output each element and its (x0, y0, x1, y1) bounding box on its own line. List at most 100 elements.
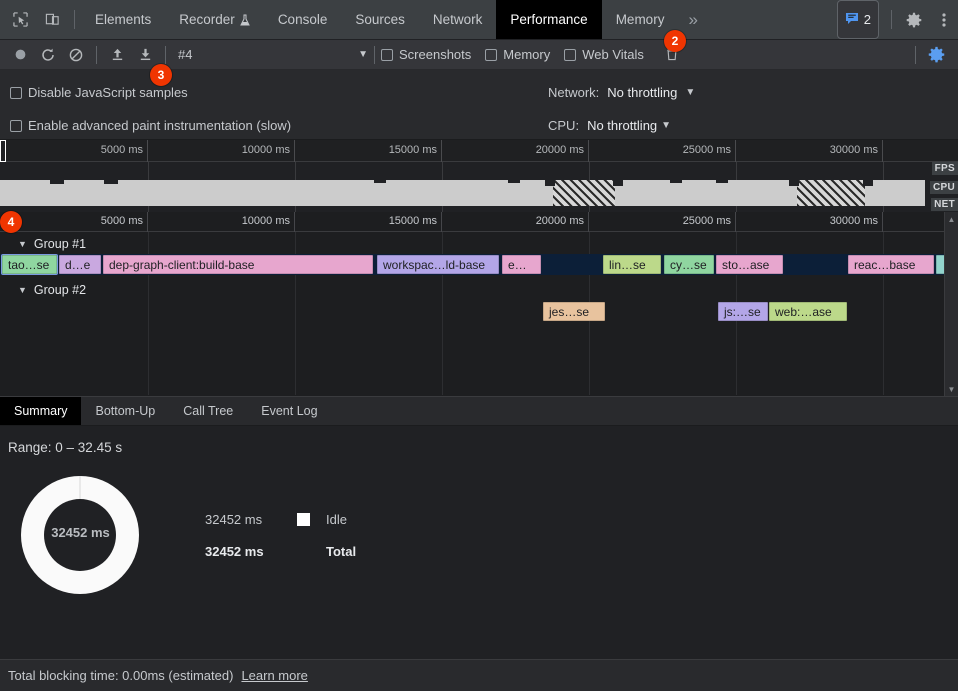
disable-js-samples-checkbox[interactable]: Disable JavaScript samples (10, 85, 188, 100)
tab-recorder-label: Recorder (179, 12, 235, 27)
tab-bottom-up[interactable]: Bottom-Up (95, 404, 156, 418)
tab-recorder[interactable]: Recorder (165, 0, 264, 39)
devtools-tabbar: Elements Recorder Console Sources Networ… (0, 0, 958, 40)
overview-tracks[interactable]: FPS CPU NET (0, 162, 958, 212)
legend-row-idle: 32452 ms Idle (205, 503, 356, 535)
donut-center-label: 32452 ms (51, 525, 110, 540)
tab-network[interactable]: Network (432, 12, 483, 27)
cpu-throttling-select[interactable]: No throttling ▼ (587, 118, 671, 133)
chevron-down-icon: ▼ (685, 87, 696, 98)
issues-message-icon (845, 12, 859, 28)
memory-checkbox[interactable]: Memory (485, 47, 550, 62)
flame-chart-canvas[interactable]: ▼ Group #1 tao…se d…e dep-graph-client:b… (0, 232, 958, 395)
flame-event[interactable]: cy…se (664, 255, 714, 274)
overview-window-left-handle[interactable] (0, 140, 6, 162)
learn-more-link[interactable]: Learn more (241, 668, 308, 683)
flame-event[interactable]: sto…ase (716, 255, 783, 274)
tab-event-log[interactable]: Event Log (261, 404, 318, 418)
legend-name: Idle (326, 511, 347, 527)
overview-tick: 30000 ms (736, 140, 883, 162)
toolbar-divider-1 (96, 45, 97, 64)
legend-name: Total (326, 543, 357, 559)
flame-group-label: Group #2 (33, 283, 87, 297)
load-profile-button[interactable] (103, 41, 131, 69)
advanced-paint-box[interactable] (10, 119, 22, 132)
disable-js-samples-label: Disable JavaScript samples (28, 85, 188, 100)
flame-event[interactable]: e… (502, 255, 541, 274)
reload-and-record-button[interactable] (34, 41, 62, 69)
issues-count: 2 (863, 12, 871, 27)
range-label: Range: 0 – 32.45 s (8, 440, 123, 455)
flame-event[interactable]: workspac…ld-base (377, 255, 499, 274)
save-profile-button[interactable] (131, 41, 159, 69)
advanced-paint-label: Enable advanced paint instrumentation (s… (28, 118, 292, 133)
flame-group-label: Group #1 (33, 237, 87, 251)
advanced-paint-cell: Enable advanced paint instrumentation (s… (0, 118, 548, 133)
flame-event[interactable]: reac…base (848, 255, 934, 274)
screenshots-checkbox[interactable]: Screenshots (381, 47, 471, 62)
device-toolbar-icon[interactable] (36, 0, 68, 39)
network-throttling-label: Network: (548, 85, 600, 100)
screenshots-label: Screenshots (399, 47, 472, 62)
advanced-paint-checkbox[interactable]: Enable advanced paint instrumentation (s… (10, 118, 291, 133)
flame-event[interactable]: d…e (59, 255, 101, 274)
flame-event[interactable]: lin…se (603, 255, 661, 274)
overview-track-label-net: NET (931, 198, 958, 211)
gear-icon[interactable] (898, 0, 930, 39)
cpu-throttling-cell: CPU: No throttling ▼ (548, 118, 671, 133)
flame-chart-ruler: 5000 ms 10000 ms 15000 ms 20000 ms 25000… (0, 212, 958, 232)
flame-tick: 5000 ms (0, 212, 148, 232)
flask-icon (240, 14, 250, 26)
flame-group-header-1[interactable]: ▼ Group #1 (0, 234, 86, 254)
timeline-overview[interactable]: 5000 ms 10000 ms 15000 ms 20000 ms 25000… (0, 140, 958, 212)
flame-tick: 15000 ms (295, 212, 442, 232)
tab-summary[interactable]: Summary (0, 397, 82, 425)
toolbar-divider-4 (915, 45, 916, 64)
flame-event[interactable]: dep-graph-client:build-base (103, 255, 373, 274)
flame-event[interactable]: web:…ase (769, 302, 847, 321)
cpu-throttling-label: CPU: (548, 118, 580, 133)
memory-checkbox-box[interactable] (485, 48, 498, 61)
tab-performance[interactable]: Performance (496, 0, 602, 39)
toolbar-divider-2 (165, 45, 166, 64)
performance-toolbar: #4 ▼ Screenshots Memory Web Vitals (0, 40, 958, 70)
screenshots-checkbox-box[interactable] (381, 48, 393, 61)
flame-group-header-2[interactable]: ▼ Group #2 (0, 280, 86, 300)
tab-call-tree[interactable]: Call Tree (183, 404, 234, 418)
summary-donut-chart: 32452 ms (12, 473, 149, 597)
disable-js-samples-box[interactable] (10, 86, 22, 99)
tab-memory[interactable]: Memory (615, 12, 665, 27)
overview-cpu-track (0, 180, 958, 206)
tab-elements[interactable]: Elements (95, 12, 152, 27)
record-button[interactable] (6, 41, 34, 69)
issues-button[interactable]: 2 (836, 0, 879, 39)
overview-ruler: 5000 ms 10000 ms 15000 ms 20000 ms 25000… (0, 140, 958, 162)
annotation-badge-2: 2 (664, 30, 686, 52)
scroll-down-arrow-icon[interactable]: ▼ (947, 384, 956, 394)
overview-track-label-fps: FPS (931, 162, 958, 175)
scroll-up-arrow-icon[interactable]: ▲ (947, 214, 956, 224)
flame-tick: 20000 ms (442, 212, 589, 232)
recording-history-select[interactable]: #4 ▼ (178, 47, 368, 62)
legend-color-swatch (297, 512, 310, 526)
flame-chart-scrollbar[interactable]: ▲ ▼ (944, 212, 958, 396)
annotation-badge-3: 3 (150, 64, 172, 86)
flame-event[interactable]: tao…se (1, 254, 58, 275)
flame-event[interactable]: js:…se (718, 302, 768, 321)
network-throttling-select[interactable]: No throttling ▼ (607, 85, 695, 100)
more-tabs-chevron-icon[interactable]: » (688, 9, 698, 29)
clear-recording-button[interactable] (62, 41, 90, 69)
tab-console[interactable]: Console (277, 12, 328, 27)
flame-chart-panel[interactable]: 5000 ms 10000 ms 15000 ms 20000 ms 25000… (0, 212, 958, 396)
web-vitals-checkbox[interactable]: Web Vitals (564, 47, 644, 62)
tab-sources[interactable]: Sources (355, 12, 405, 27)
inspect-element-icon[interactable] (4, 0, 36, 39)
capture-settings-gear-icon[interactable] (922, 41, 950, 69)
more-options-icon[interactable] (930, 0, 958, 39)
flame-tick: 10000 ms (148, 212, 295, 232)
web-vitals-checkbox-box[interactable] (564, 48, 577, 61)
flame-event[interactable]: jes…se (543, 302, 605, 321)
total-blocking-time-label: Total blocking time: 0.00ms (estimated) (8, 668, 234, 683)
summary-panel: Range: 0 – 32.45 s 32452 ms 32452 ms Idl… (0, 426, 958, 648)
